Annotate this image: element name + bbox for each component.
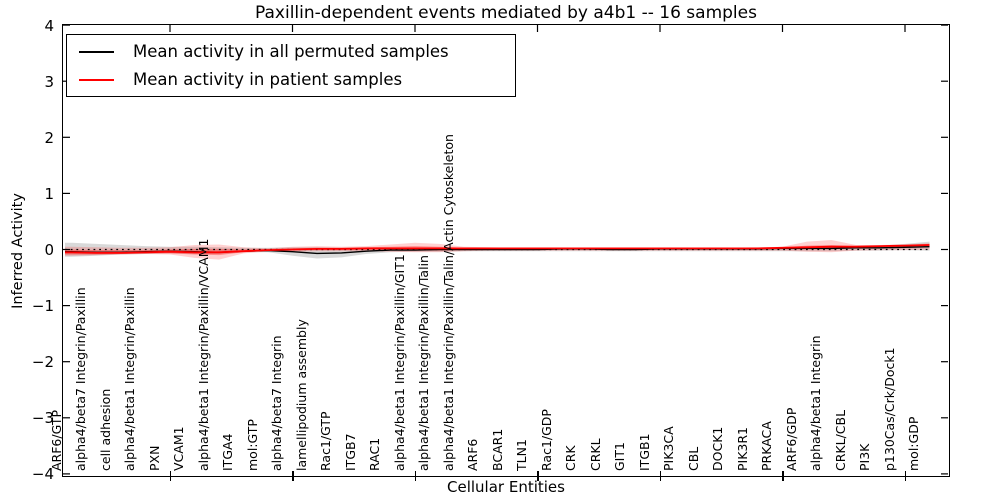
x-major-tick-bottom: [414, 471, 417, 481]
legend-entry-label: Mean activity in patient samples: [133, 70, 403, 89]
plot-area: [62, 24, 950, 477]
x-major-tick-bottom: [537, 471, 539, 481]
x-major-tick-bottom: [904, 471, 907, 481]
y-tick-label: −2: [31, 353, 54, 372]
chart-title: Paxillin-dependent events mediated by a4…: [255, 3, 757, 23]
x-axis-label: Cellular Entities: [447, 478, 565, 496]
x-major-tick-bottom: [169, 471, 172, 481]
y-tick-label: −1: [31, 297, 54, 316]
y-tick-label: 3: [44, 72, 54, 91]
x-major-tick-bottom: [292, 471, 294, 481]
y-tick-label: 4: [44, 16, 54, 35]
x-major-tick-bottom: [782, 471, 784, 481]
legend: Mean activity in all permuted samples Mea…: [66, 34, 516, 97]
y-tick-label: −4: [31, 465, 54, 484]
x-major-tick-bottom: [659, 471, 662, 481]
y-tick-label: −3: [31, 409, 54, 428]
series-line-1: [65, 244, 930, 254]
legend-line-swatch: [79, 50, 114, 53]
legend-entry-0: Mean activity in all permuted samples: [67, 38, 515, 66]
plot-svg: [63, 25, 948, 475]
legend-line-swatch: [79, 78, 114, 81]
y-tick-label: 1: [44, 184, 54, 203]
y-tick-label: 0: [44, 241, 54, 259]
y-tick-label: 2: [44, 128, 54, 147]
legend-entry-label: Mean activity in all permuted samples: [133, 42, 449, 61]
legend-entry-1: Mean activity in patient samples: [67, 66, 515, 94]
